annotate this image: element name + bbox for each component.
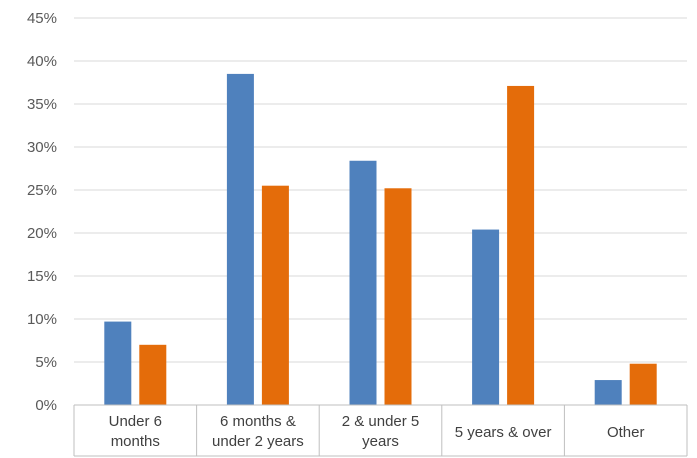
bar — [139, 344, 167, 405]
y-tick-label: 40% — [27, 53, 57, 70]
y-tick-label: 20% — [27, 225, 57, 242]
category-label: under 2 years — [212, 433, 304, 450]
bar — [629, 363, 657, 405]
bar — [384, 188, 412, 405]
bar — [261, 185, 289, 405]
category-label: Other — [607, 424, 645, 441]
category-label: 2 & under 5 — [342, 413, 420, 430]
y-tick-label: 15% — [27, 268, 57, 285]
bar — [507, 85, 535, 405]
bar — [226, 73, 254, 406]
y-tick-label: 45% — [27, 10, 57, 27]
y-tick-label: 0% — [35, 397, 57, 414]
bar — [594, 380, 622, 405]
y-axis-tick-labels: 0% 5% 10% 15% 20% 25% 30% 35% 40% 45% — [27, 10, 57, 414]
category-labels: Under 6 months 6 months & under 2 years 2 & … — [109, 413, 645, 450]
category-label: 6 months & — [220, 413, 296, 430]
y-tick-label: 35% — [27, 96, 57, 113]
y-tick-label: 10% — [27, 311, 57, 328]
x-axis — [73, 404, 688, 457]
y-tick-label: 25% — [27, 182, 57, 199]
y-tick-label: 30% — [27, 139, 57, 156]
bar — [472, 229, 500, 405]
category-label: years — [362, 433, 399, 450]
category-label: months — [111, 433, 160, 450]
y-tick-label: 5% — [35, 354, 57, 371]
category-label: Under 6 — [109, 413, 162, 430]
gridlines — [74, 17, 687, 363]
category-label: 5 years & over — [455, 424, 552, 441]
bar — [104, 321, 132, 405]
bar — [349, 160, 377, 405]
bars — [104, 73, 657, 406]
